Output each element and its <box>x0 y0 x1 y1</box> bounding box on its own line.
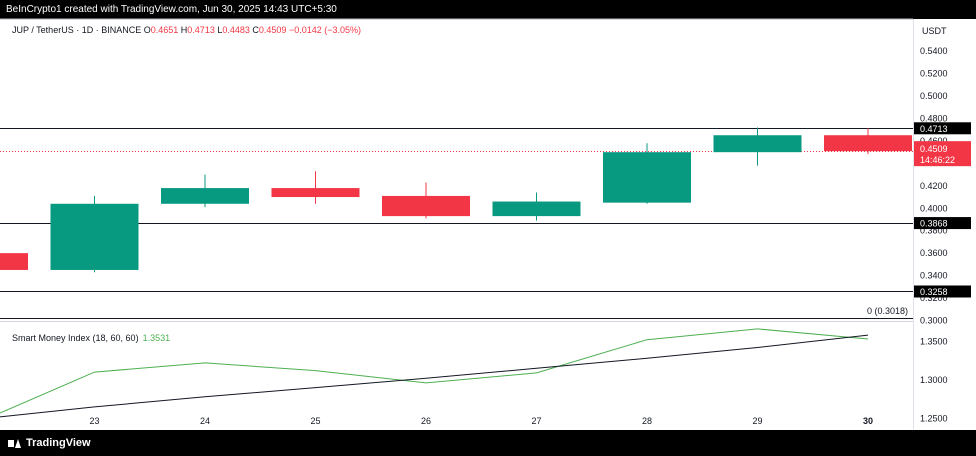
horizontal-levels: 0 (0.3018) <box>0 128 913 319</box>
level-tag-label: 0.3258 <box>920 287 948 297</box>
price-tick-label: 0.5000 <box>920 91 948 101</box>
level-tag-label: 0.4713 <box>920 124 948 134</box>
time-tick-label: 23 <box>89 416 99 426</box>
level-tag-bg <box>914 217 971 230</box>
open-label: O <box>143 25 151 35</box>
time-tick-label: 25 <box>310 416 320 426</box>
price-tick-label: 0.3600 <box>920 248 948 258</box>
indicator-pane: 1.3500 1.3000 1.2500 <box>0 328 948 423</box>
price-tick-label: 0.3200 <box>920 293 948 303</box>
close-label: C <box>252 25 259 35</box>
low-value: 0.4483 <box>222 25 250 35</box>
price-axis-ticks: 0.5400 0.5200 0.5000 0.4800 0.4600 0.4200 0.40… <box>920 46 948 325</box>
time-tick-label: 29 <box>752 416 762 426</box>
tradingview-logo-icon <box>8 438 22 448</box>
time-axis-ticks: 23 24 25 26 27 28 29 30 <box>89 416 873 426</box>
symbol-legend[interactable]: JUP / TetherUS · 1D · BINANCE O0.4651 H0… <box>12 25 361 35</box>
time-tick-label: 28 <box>642 416 652 426</box>
candle-body-24 <box>161 188 249 204</box>
indicator-value: 1.3531 <box>142 333 171 343</box>
indicator-legend[interactable]: Smart Money Index (18, 60, 60) 1.3531 <box>12 333 170 343</box>
smi-signal-line <box>0 334 869 418</box>
last-price-countdown: 14:46:22 <box>920 155 955 165</box>
price-tick-label: 0.4000 <box>920 203 948 213</box>
price-tick-label: 0.3800 <box>920 226 948 236</box>
smi-line <box>0 328 869 414</box>
currency-label: USDT <box>922 26 947 36</box>
candle-body-25 <box>271 188 360 198</box>
price-tick-label: 0.3000 <box>920 315 948 325</box>
price-tick-label: 0.4800 <box>920 114 948 124</box>
level-tag-bg <box>914 122 971 135</box>
candle-body-28 <box>603 152 691 203</box>
candle-body-23 <box>50 203 139 270</box>
time-tick-label: 26 <box>421 416 431 426</box>
price-tick-label: 0.4200 <box>920 181 948 191</box>
candles <box>0 127 912 273</box>
close-value: 0.4509 <box>258 25 287 35</box>
pane-background <box>0 19 976 430</box>
level-label-bottom: 0 (0.3018) <box>867 306 908 316</box>
candle-body-22 <box>0 253 28 270</box>
time-tick-label: 30 <box>863 416 873 426</box>
high-value: 0.4713 <box>187 25 215 35</box>
indicator-tick-label: 1.3000 <box>920 375 948 385</box>
level-tag-label: 0.3868 <box>920 219 948 229</box>
change-value: −0.0142 (−3.05%) <box>288 25 362 35</box>
time-tick-label: 27 <box>531 416 541 426</box>
indicator-tick-label: 1.2500 <box>920 413 948 423</box>
last-price-tag-value: 0.4509 <box>920 144 948 154</box>
indicator-name: Smart Money Index (18, 60, 60) <box>12 333 139 343</box>
candle-body-27 <box>492 201 581 217</box>
tradingview-brand[interactable]: TradingView <box>8 437 91 449</box>
level-tag-bg <box>914 285 971 298</box>
indicator-tick-label: 1.3500 <box>920 336 948 346</box>
price-tick-label: 0.4600 <box>920 136 948 146</box>
candle-body-29 <box>713 135 802 153</box>
symbol-name: JUP / TetherUS · 1D · BINANCE <box>12 25 142 35</box>
low-label: L <box>217 25 223 35</box>
time-tick-label: 24 <box>200 416 210 426</box>
high-label: H <box>180 25 188 35</box>
price-tick-label: 0.5400 <box>920 46 948 56</box>
last-price-tag <box>914 141 971 167</box>
price-tick-label: 0.5200 <box>920 69 948 79</box>
brand-text: TradingView <box>26 437 91 449</box>
price-tick-label: 0.3400 <box>920 271 948 281</box>
attribution-text: BeInCrypto1 created with TradingView.com… <box>6 4 337 15</box>
open-value: 0.4651 <box>150 25 179 35</box>
candle-body-26 <box>382 195 470 217</box>
candle-body-30 <box>824 135 912 152</box>
